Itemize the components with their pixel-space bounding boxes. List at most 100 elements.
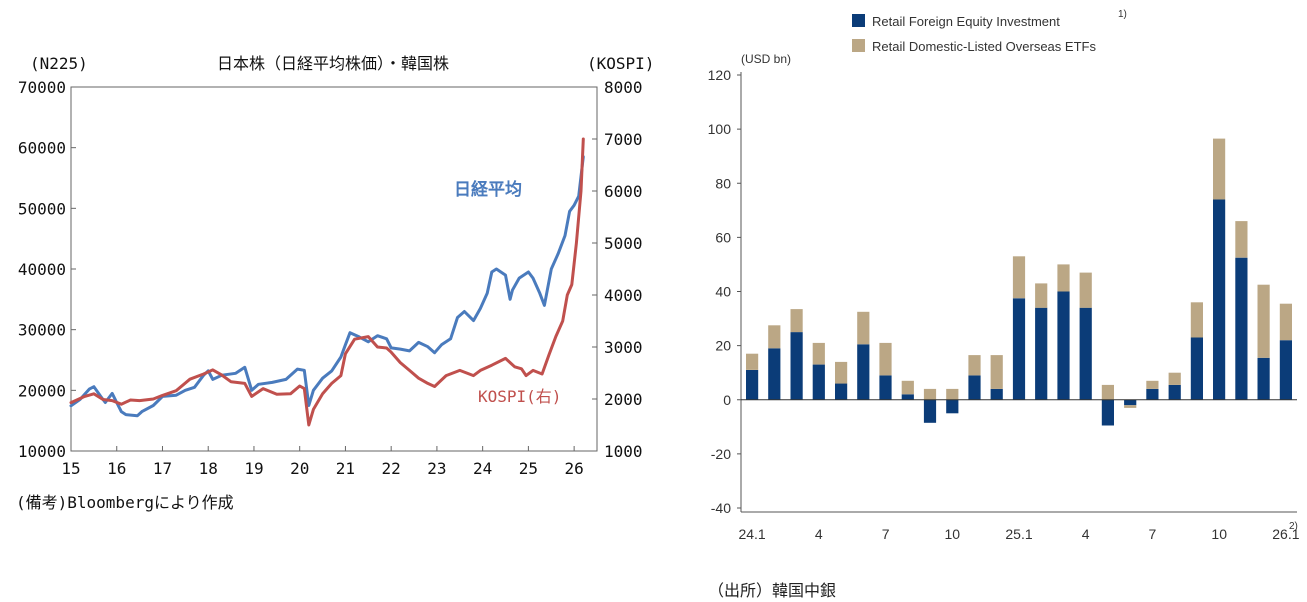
x-tick-label: 21	[336, 459, 355, 478]
left-chart-note: (備考)Bloombergにより作成	[16, 493, 234, 512]
legend-swatch-etf	[852, 39, 865, 52]
bar-y-tick-label: 20	[715, 338, 731, 354]
x-tick-label: 17	[153, 459, 172, 478]
bar-x-tick-suffix: 2)	[1289, 521, 1298, 532]
x-ticks: 15 16 17 18 19 20 21 22 23 24 25 26	[61, 446, 584, 478]
bar-y-tick-label: 120	[708, 67, 732, 83]
bar-x-tick-label: 10	[1211, 526, 1227, 542]
bar-foreign-equity	[1168, 384, 1181, 400]
bar-series	[746, 138, 1292, 426]
bar-domestic-etf	[1190, 302, 1203, 338]
left-line-chart: (N225) 日本株（日経平均株価）・韓国株 (KOSPI) 10000 2000…	[16, 54, 654, 512]
bar-foreign-equity	[1146, 388, 1159, 400]
x-tick-label: 20	[290, 459, 309, 478]
left-y-tick-label: 50000	[18, 199, 66, 218]
left-chart-title: 日本株（日経平均株価）・韓国株	[217, 54, 449, 73]
bar-domestic-etf	[1257, 284, 1270, 358]
bar-foreign-equity	[1235, 257, 1248, 400]
bar-foreign-equity	[1190, 337, 1203, 400]
bar-foreign-equity	[968, 375, 981, 400]
legend: Retail Foreign Equity Investment 1) Reta…	[852, 9, 1127, 54]
bar-foreign-equity	[768, 348, 781, 400]
right-y-tick-label: 8000	[604, 78, 643, 97]
bar-y-tick-label: -20	[711, 446, 731, 462]
x-tick-label: 25	[519, 459, 538, 478]
x-tick-label: 15	[61, 459, 80, 478]
bar-y-tick-label: 80	[715, 175, 731, 191]
left-y-tick-label: 60000	[18, 139, 66, 158]
bar-domestic-etf	[812, 342, 825, 365]
bar-y-tick-label: 40	[715, 284, 731, 300]
bar-domestic-etf	[1012, 256, 1026, 299]
bar-x-tick-label: 7	[882, 526, 890, 542]
bar-foreign-equity	[1279, 340, 1292, 400]
bar-foreign-equity	[857, 344, 870, 400]
bar-y-axis-label: (USD bn)	[741, 52, 791, 66]
bar-domestic-etf	[879, 342, 892, 376]
bar-x-tick-label: 4	[815, 526, 823, 542]
bar-foreign-equity	[746, 370, 759, 400]
bar-foreign-equity	[879, 375, 892, 400]
bar-domestic-etf	[1101, 384, 1114, 400]
bar-foreign-equity	[1057, 291, 1070, 400]
right-y-tick-label: 2000	[604, 390, 643, 409]
bar-domestic-etf	[1235, 221, 1248, 258]
x-tick-label: 24	[473, 459, 492, 478]
right-y-tick-label: 4000	[604, 286, 643, 305]
bar-domestic-etf	[768, 325, 781, 349]
bar-foreign-equity	[835, 383, 848, 400]
right-y-ticks: 1000 2000 3000 4000 5000 6000 7000 8000	[592, 78, 643, 461]
left-y-tick-label: 40000	[18, 260, 66, 279]
left-y-tick-label: 70000	[18, 78, 66, 97]
bar-foreign-equity	[990, 388, 1003, 400]
left-axis-label: (N225)	[30, 54, 88, 73]
bar-domestic-etf	[946, 388, 959, 400]
bar-domestic-etf	[835, 361, 848, 384]
source-note: （出所）韓国中銀	[708, 581, 836, 600]
x-tick-label: 22	[382, 459, 401, 478]
series-line-nikkei	[69, 155, 585, 418]
right-y-tick-label: 5000	[604, 234, 643, 253]
bar-y-ticks: 120 100 80 60 40 20 0 -20 -40	[708, 67, 741, 516]
right-y-tick-label: 1000	[604, 442, 643, 461]
bar-domestic-etf	[746, 353, 759, 370]
x-tick-label: 16	[107, 459, 126, 478]
annotation-nikkei: 日経平均	[454, 179, 522, 200]
line-series	[69, 137, 585, 427]
left-y-tick-label: 10000	[18, 442, 66, 461]
left-y-ticks: 10000 20000 30000 40000 50000 60000 70000	[18, 78, 76, 461]
legend-swatch-foreign	[852, 14, 865, 27]
bar-domestic-etf	[1035, 283, 1048, 308]
legend-label-foreign-superscript: 1)	[1118, 9, 1127, 20]
bar-y-tick-label: 100	[708, 121, 732, 137]
x-tick-label: 23	[427, 459, 446, 478]
bar-domestic-etf	[1279, 303, 1292, 341]
bar-domestic-etf	[790, 309, 803, 333]
right-y-tick-label: 3000	[604, 338, 643, 357]
bar-domestic-etf	[1124, 405, 1137, 408]
bar-y-tick-label: 0	[723, 392, 731, 408]
bar-x-tick-label: 25.1	[1005, 526, 1032, 542]
bar-x-tick-label: 24.1	[738, 526, 765, 542]
bar-domestic-etf	[1079, 272, 1092, 308]
x-tick-label: 18	[199, 459, 218, 478]
bar-foreign-equity	[1101, 399, 1114, 426]
x-tick-label: 19	[244, 459, 263, 478]
bar-domestic-etf	[1146, 380, 1159, 389]
bar-domestic-etf	[901, 380, 914, 395]
bar-x-tick-label: 26.1	[1272, 526, 1299, 542]
bar-domestic-etf	[857, 311, 870, 345]
bar-x-tick-label: 10	[945, 526, 961, 542]
right-axis-label: (KOSPI)	[587, 54, 654, 73]
bar-domestic-etf	[1213, 138, 1226, 200]
bar-foreign-equity	[901, 394, 914, 400]
bar-foreign-equity	[1035, 307, 1048, 400]
legend-label-etf: Retail Domestic-Listed Overseas ETFs	[872, 39, 1096, 54]
series-line-kospi	[69, 137, 585, 427]
right-y-tick-label: 6000	[604, 182, 643, 201]
bar-foreign-equity	[790, 332, 803, 400]
bar-x-tick-label: 4	[1082, 526, 1090, 542]
left-y-tick-label: 30000	[18, 321, 66, 340]
right-y-tick-label: 7000	[604, 130, 643, 149]
